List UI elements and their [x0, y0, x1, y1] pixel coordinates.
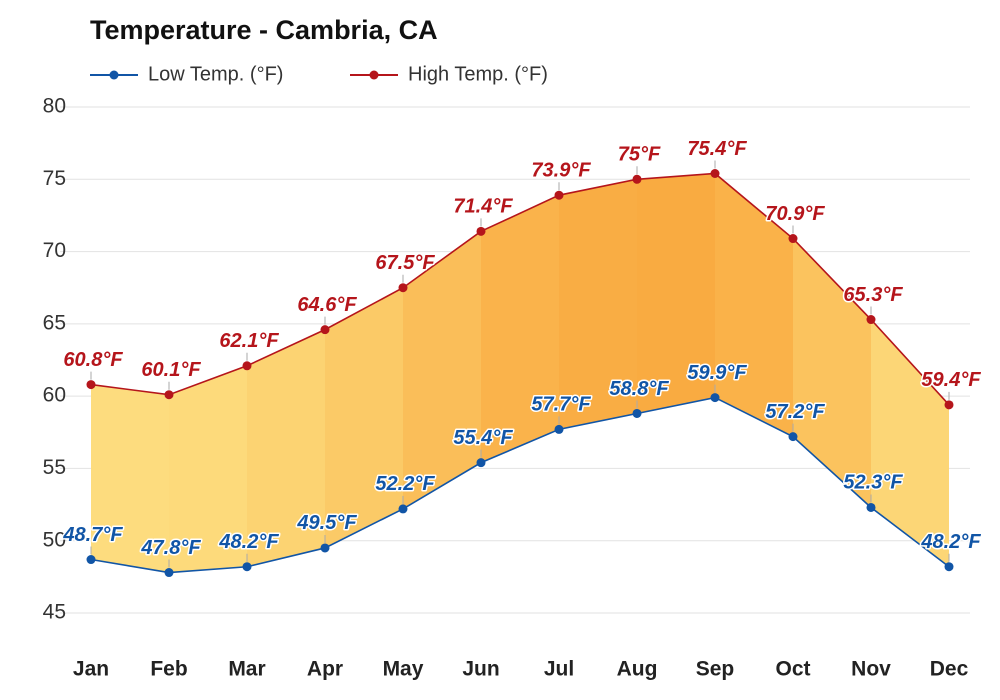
value-label: 59.4°F [921, 369, 981, 391]
point [866, 502, 876, 512]
value-label: 71.4°F [453, 196, 513, 218]
y-tick-label: 60 [43, 384, 66, 407]
range-band [247, 329, 325, 567]
y-tick-label: 75 [43, 167, 66, 190]
range-band [325, 287, 403, 548]
range-band [559, 179, 637, 430]
value-label: 52.3°F [843, 472, 903, 494]
y-tick-label: 65 [43, 311, 66, 334]
value-label: 52.2°F [375, 473, 435, 495]
value-label: 48.2°F [920, 531, 981, 553]
x-tick-label: Oct [775, 658, 810, 681]
value-label: 67.5°F [375, 252, 435, 274]
point [398, 504, 408, 514]
point [242, 562, 252, 572]
range-band [871, 319, 949, 567]
point [788, 432, 798, 442]
value-label: 75°F [618, 144, 661, 166]
range-band [91, 384, 169, 573]
point [866, 315, 876, 325]
value-label: 49.5°F [296, 512, 357, 534]
x-tick-label: Aug [617, 658, 658, 681]
value-label: 73.9°F [531, 159, 591, 181]
range-band [715, 173, 793, 437]
range-band [403, 231, 481, 509]
point [164, 390, 174, 400]
value-label: 57.2°F [765, 401, 825, 423]
range-band [793, 238, 871, 508]
legend-label: High Temp. (°F) [408, 63, 548, 85]
value-label: 70.9°F [765, 203, 825, 225]
chart-title: Temperature - Cambria, CA [90, 15, 438, 45]
point [632, 408, 642, 418]
point [320, 325, 330, 335]
y-tick-label: 55 [43, 456, 66, 479]
x-tick-label: Jun [462, 658, 499, 681]
point [944, 400, 954, 410]
y-tick-label: 70 [43, 239, 66, 262]
point [476, 226, 486, 236]
x-tick-label: May [383, 658, 424, 681]
x-tick-label: Apr [307, 658, 343, 681]
value-label: 58.8°F [609, 378, 669, 400]
point [320, 543, 330, 553]
point [710, 169, 720, 179]
value-label: 47.8°F [140, 537, 201, 559]
x-tick-label: Mar [228, 658, 265, 681]
value-label: 55.4°F [453, 427, 513, 449]
x-tick-label: Feb [150, 658, 187, 681]
series-line [90, 172, 950, 406]
range-band [169, 365, 247, 573]
x-tick-label: Dec [930, 658, 969, 681]
value-label: 48.7°F [62, 524, 123, 546]
range-band [637, 173, 715, 414]
y-tick-label: 45 [43, 601, 66, 624]
value-label: 75.4°F [687, 138, 747, 160]
point [476, 458, 486, 468]
point [554, 190, 564, 200]
value-label: 64.6°F [297, 294, 357, 316]
x-tick-label: Jan [73, 658, 109, 681]
point [944, 562, 954, 572]
point [242, 361, 252, 371]
range-band [481, 195, 559, 463]
point [788, 234, 798, 244]
value-label: 65.3°F [843, 284, 903, 306]
value-label: 60.1°F [141, 359, 201, 381]
x-tick-label: Nov [851, 658, 891, 681]
point [710, 393, 720, 403]
point [164, 568, 174, 578]
value-label: 48.2°F [218, 531, 279, 553]
legend-marker [109, 70, 119, 80]
point [86, 380, 96, 390]
value-label: 60.8°F [63, 349, 123, 371]
y-tick-label: 50 [43, 528, 66, 551]
point [398, 283, 408, 293]
value-label: 62.1°F [219, 330, 279, 352]
series-line [90, 396, 950, 574]
y-tick-label: 80 [43, 95, 66, 118]
value-label: 57.7°F [531, 394, 591, 416]
x-tick-label: Sep [696, 658, 735, 681]
point [632, 174, 642, 184]
point [86, 555, 96, 565]
value-label: 59.9°F [687, 362, 747, 384]
x-tick-label: Jul [544, 658, 574, 681]
point [554, 424, 564, 434]
legend-label: Low Temp. (°F) [148, 63, 283, 85]
legend-marker [369, 70, 379, 80]
